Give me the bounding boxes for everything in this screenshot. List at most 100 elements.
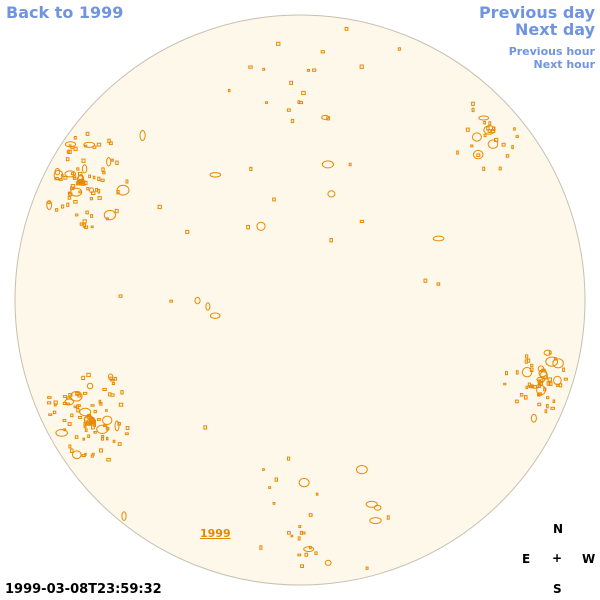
contour <box>62 395 68 398</box>
contour <box>92 145 97 149</box>
contour <box>272 502 276 505</box>
contour <box>62 419 67 422</box>
contour <box>521 367 533 378</box>
contour <box>85 131 90 136</box>
contour <box>537 402 542 407</box>
contour <box>73 136 77 140</box>
contour <box>276 41 281 46</box>
contour <box>72 450 82 460</box>
contour <box>99 448 103 453</box>
contour <box>556 383 559 388</box>
contour <box>314 551 318 555</box>
contour <box>471 132 482 142</box>
contour <box>286 108 291 112</box>
contour <box>96 424 109 434</box>
contour <box>53 410 57 415</box>
contour <box>513 127 516 131</box>
contour <box>91 425 95 430</box>
contour <box>60 174 64 177</box>
contour <box>85 210 89 215</box>
contour <box>470 144 474 148</box>
contour <box>88 174 91 179</box>
year-link[interactable]: 1999 <box>200 527 231 540</box>
contour <box>315 492 319 496</box>
contour <box>70 184 76 189</box>
next-hour-link[interactable]: Next hour <box>533 58 596 71</box>
contour <box>99 402 103 406</box>
contour <box>365 566 369 570</box>
contour <box>297 553 302 557</box>
contour <box>558 383 563 388</box>
contour <box>97 196 102 200</box>
previous-hour-link[interactable]: Previous hour <box>508 45 595 58</box>
contour <box>46 200 53 211</box>
contour <box>301 531 306 535</box>
contours <box>46 27 568 570</box>
back-link[interactable]: Back to 1999 <box>6 3 124 22</box>
contour <box>533 384 537 389</box>
contour <box>359 64 364 69</box>
contour <box>67 149 72 154</box>
contour <box>527 382 531 387</box>
contour <box>505 371 508 376</box>
contour <box>75 392 80 395</box>
contour <box>324 559 332 566</box>
contour <box>501 142 506 147</box>
contour <box>90 225 94 229</box>
contour <box>298 525 302 528</box>
compass-center: + <box>552 551 563 565</box>
previous-day-link[interactable]: Previous day <box>478 3 595 22</box>
contour <box>84 452 87 456</box>
contour <box>62 401 67 405</box>
contour <box>303 546 315 552</box>
contour <box>478 115 490 121</box>
contour <box>524 359 528 364</box>
contour <box>471 101 475 106</box>
contour <box>169 299 173 303</box>
contour <box>272 197 276 202</box>
contour <box>205 302 211 311</box>
contour <box>107 373 114 381</box>
contour <box>157 204 162 210</box>
contour <box>74 435 79 439</box>
contour <box>423 278 428 283</box>
contour <box>548 350 552 355</box>
contour <box>113 376 118 381</box>
contour <box>511 145 514 150</box>
contour <box>75 213 79 217</box>
contour <box>525 385 529 390</box>
contour <box>125 179 129 184</box>
contour <box>81 454 86 458</box>
contour <box>492 126 496 131</box>
contour <box>91 452 95 456</box>
contour <box>101 167 105 172</box>
contour <box>63 428 67 432</box>
contour <box>546 404 549 409</box>
contour <box>106 157 112 167</box>
contour <box>81 375 86 380</box>
contour <box>545 356 559 367</box>
contour <box>105 426 110 431</box>
contour <box>68 444 72 449</box>
contour <box>103 424 108 427</box>
contour <box>359 219 365 223</box>
contour <box>65 157 70 162</box>
contour <box>107 138 111 144</box>
contour <box>538 369 548 378</box>
contour <box>114 208 119 214</box>
contour <box>259 545 263 550</box>
contour <box>436 282 441 286</box>
contour <box>101 437 105 441</box>
contour <box>563 377 568 381</box>
next-day-link[interactable]: Next day <box>515 20 595 39</box>
contour <box>203 425 208 430</box>
contour <box>185 229 190 234</box>
contour <box>71 172 74 176</box>
contour <box>487 129 491 134</box>
contour <box>66 202 70 207</box>
contour <box>96 142 102 147</box>
contour <box>86 372 91 378</box>
contour <box>95 187 98 192</box>
